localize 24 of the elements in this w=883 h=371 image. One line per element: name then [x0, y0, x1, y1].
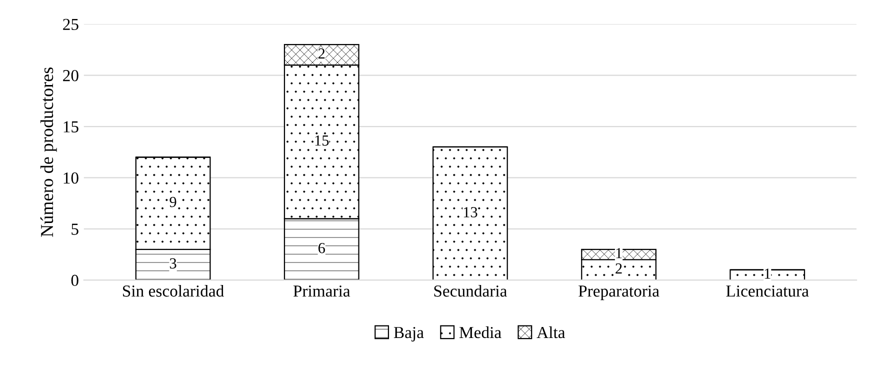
- y-tick-label: 5: [72, 224, 78, 235]
- data-label: 6: [318, 242, 325, 254]
- legend-label: Baja: [394, 326, 424, 342]
- x-tick-label: Primaria: [293, 285, 350, 297]
- data-label: 2: [318, 48, 325, 59]
- y-tick-label: 0: [71, 274, 78, 286]
- data-label: 1: [764, 268, 770, 279]
- y-tick-label: 25: [63, 18, 78, 30]
- y-tick-label: 15: [64, 121, 78, 132]
- x-tick-label: Secundaria: [434, 284, 507, 297]
- data-label: 1: [616, 248, 622, 258]
- y-tick-label: 10: [64, 172, 78, 184]
- legend-label: Media: [459, 326, 502, 338]
- x-tick-label: Licenciatura: [726, 285, 809, 297]
- y-tick-label: 20: [63, 70, 78, 82]
- data-label: 13: [464, 207, 478, 218]
- data-label: 3: [170, 258, 176, 269]
- legend-label: Alta: [536, 326, 566, 338]
- data-label: 9: [170, 196, 176, 208]
- data-label: 2: [616, 263, 622, 274]
- x-tick-label: Preparatoria: [578, 285, 660, 300]
- x-tick-label: Sin escolaridad: [123, 284, 224, 297]
- data-label: 15: [315, 135, 329, 146]
- y-axis-title: Número de productores: [40, 68, 57, 237]
